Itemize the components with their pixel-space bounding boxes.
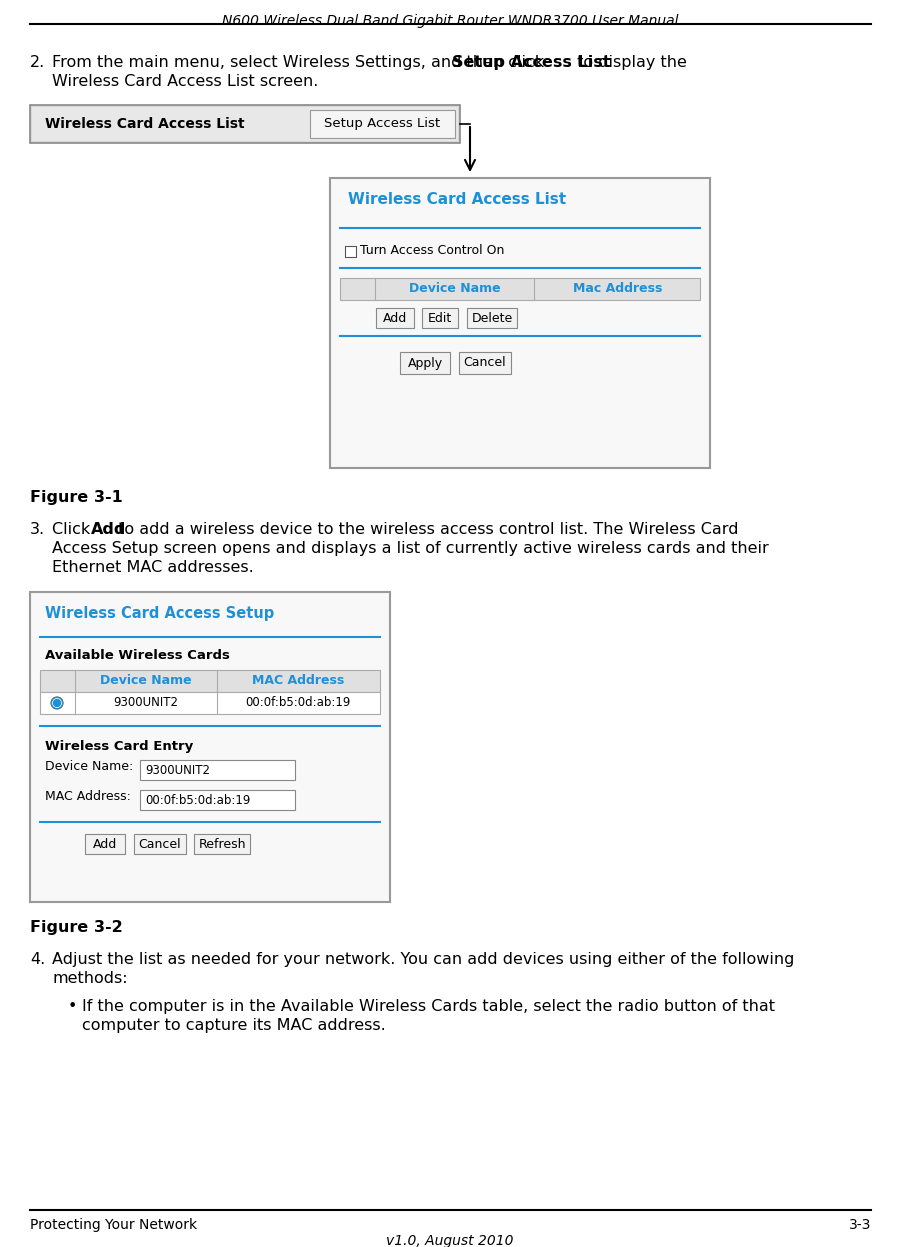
Text: Edit: Edit [428,312,452,324]
Text: Available Wireless Cards: Available Wireless Cards [45,648,230,662]
Text: Cancel: Cancel [464,357,506,369]
Bar [40,692,380,715]
Text: 00:0f:b5:0d:ab:19: 00:0f:b5:0d:ab:19 [246,697,351,710]
Text: Protecting Your Network: Protecting Your Network [30,1218,197,1232]
Text: Setup Access List: Setup Access List [451,55,610,70]
Text: Figure 3-2: Figure 3-2 [30,920,123,935]
Bar [330,178,710,468]
Text: Mac Address: Mac Address [572,283,662,296]
Text: Turn Access Control On: Turn Access Control On [360,244,505,257]
Text: Wireless Card Entry: Wireless Card Entry [45,739,193,753]
Text: Add: Add [383,312,407,324]
Bar [30,592,390,902]
Text: MAC Address: MAC Address [252,675,344,687]
Bar [85,834,125,854]
Text: Adjust the list as needed for your network. You can add devices using either of : Adjust the list as needed for your netwo… [52,951,795,966]
Bar [134,834,186,854]
Text: Cancel: Cancel [139,838,181,850]
Text: 00:0f:b5:0d:ab:19: 00:0f:b5:0d:ab:19 [145,793,250,807]
Text: Delete: Delete [471,312,513,324]
Text: Wireless Card Access List: Wireless Card Access List [45,117,245,131]
Text: Figure 3-1: Figure 3-1 [30,490,123,505]
Text: to add a wireless device to the wireless access control list. The Wireless Card: to add a wireless device to the wireless… [113,522,738,537]
Bar [30,105,460,143]
Text: If the computer is in the Available Wireless Cards table, select the radio butto: If the computer is in the Available Wire… [82,999,775,1014]
Text: •: • [68,999,77,1014]
Text: Device Name: Device Name [409,283,501,296]
Bar [140,791,295,811]
Text: 3-3: 3-3 [849,1218,871,1232]
Bar [467,308,517,328]
Bar [140,759,295,781]
Bar [345,246,356,257]
Text: 9300UNIT2: 9300UNIT2 [114,697,178,710]
Bar [400,352,450,374]
Text: N600 Wireless Dual Band Gigabit Router WNDR3700 User Manual: N600 Wireless Dual Band Gigabit Router W… [222,14,678,27]
Bar [376,308,414,328]
Text: computer to capture its MAC address.: computer to capture its MAC address. [82,1018,386,1033]
Text: Setup Access List: Setup Access List [324,117,441,131]
Text: Wireless Card Access List: Wireless Card Access List [348,192,566,207]
Text: 4.: 4. [30,951,45,966]
Text: 9300UNIT2: 9300UNIT2 [145,763,210,777]
Text: From the main menu, select Wireless Settings, and then click: From the main menu, select Wireless Sett… [52,55,550,70]
Bar [459,352,511,374]
Text: 3.: 3. [30,522,45,537]
Text: Device Name: Device Name [100,675,192,687]
Bar [310,110,455,138]
Text: MAC Address:: MAC Address: [45,791,131,803]
Text: Ethernet MAC addresses.: Ethernet MAC addresses. [52,560,254,575]
Bar [340,278,700,301]
Text: methods:: methods: [52,971,128,986]
Text: Add: Add [91,522,127,537]
Text: Wireless Card Access List screen.: Wireless Card Access List screen. [52,74,318,89]
Text: Click: Click [52,522,96,537]
Text: Wireless Card Access Setup: Wireless Card Access Setup [45,606,274,621]
Text: Add: Add [93,838,117,850]
Bar [32,107,458,141]
Circle shape [53,700,60,707]
Bar [40,670,380,692]
Text: to display the: to display the [572,55,687,70]
Text: Access Setup screen opens and displays a list of currently active wireless cards: Access Setup screen opens and displays a… [52,541,769,556]
Text: v1.0, August 2010: v1.0, August 2010 [387,1235,514,1247]
Text: Refresh: Refresh [198,838,246,850]
Bar [422,308,458,328]
Text: 2.: 2. [30,55,45,70]
Bar [194,834,250,854]
Text: Apply: Apply [407,357,442,369]
Text: Device Name:: Device Name: [45,761,133,773]
